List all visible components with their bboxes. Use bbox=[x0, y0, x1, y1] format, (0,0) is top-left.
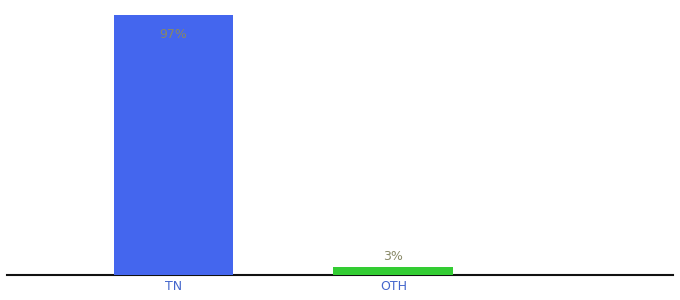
Bar bbox=[333, 267, 454, 275]
Bar bbox=[114, 15, 233, 275]
Text: 3%: 3% bbox=[384, 250, 403, 263]
Text: 97%: 97% bbox=[160, 28, 188, 41]
